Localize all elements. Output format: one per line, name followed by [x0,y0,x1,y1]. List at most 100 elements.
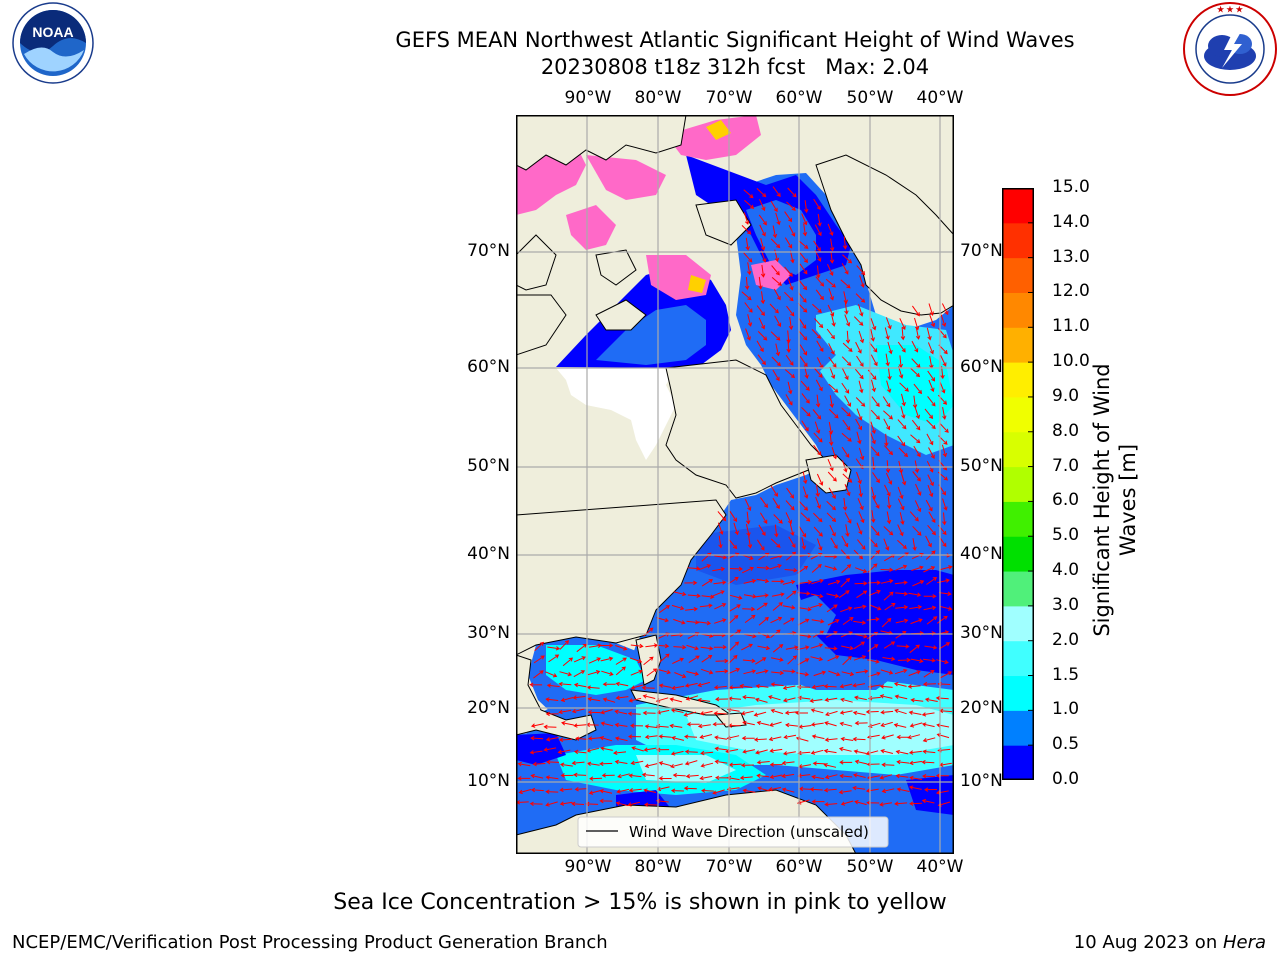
wind-wave-arrow [644,763,658,768]
labrador-coast [665,359,827,499]
wind-wave-arrow [699,603,713,608]
wind-wave-arrow [880,749,894,754]
wind-wave-arrow [810,749,824,755]
wind-wave-arrow [575,736,589,741]
mexico-central-america [516,654,597,741]
wind-wave-arrow [798,634,812,639]
wind-wave-arrow [897,419,907,430]
wind-wave-arrow [746,511,751,525]
wind-wave-arrow [908,710,922,715]
wind-wave-arrow [912,580,925,587]
wind-wave-arrow [858,304,864,317]
wind-wave-arrow [768,736,782,742]
wind-wave-arrow [844,512,852,524]
wind-wave-arrow [842,236,848,250]
wind-wave-arrow [924,645,938,650]
wind-wave-arrow [871,486,877,500]
wind-wave-arrow [871,510,876,524]
wind-wave-arrow [884,484,891,497]
wind-wave-arrow [558,709,572,715]
wind-wave-arrow [701,594,715,599]
wind-wave-arrow [813,670,827,677]
wind-wave-arrow [869,604,882,611]
wind-wave-arrow [585,801,599,807]
wind-wave-arrow [674,672,687,679]
wind-wave-arrow [859,275,865,288]
wind-wave-arrow [879,684,893,689]
wind-wave-arrow [799,344,807,356]
wind-wave-arrow [845,524,850,538]
wind-wave-arrow [936,723,950,728]
wind-wave-arrow [775,212,781,226]
wind-wave-arrow [742,749,756,754]
colorbar-band [1002,466,1034,502]
wind-wave-arrow [768,787,782,792]
lat-label-right-20n: 20°N [960,698,1003,718]
wind-wave-arrow [853,316,864,326]
wind-wave-arrow [559,801,573,806]
wind-wave-arrow [856,431,862,445]
wind-wave-arrow [772,369,780,382]
wind-wave-arrow [853,749,867,754]
wind-wave-arrow [870,409,881,420]
wind-wave-arrow [756,539,765,551]
wind-wave-arrow [773,514,783,524]
wind-wave-arrow [852,785,866,791]
lat-label-left-30n: 30°N [467,623,510,643]
colorbar-tick-label: 11.0 [1052,316,1090,337]
wind-wave-arrow [587,697,601,702]
wind-wave-arrow [600,643,614,648]
wind-wave-arrow [699,710,713,716]
wind-wave-arrow [927,484,934,498]
colorbar-band [1002,536,1034,572]
wind-wave-arrow [743,669,757,675]
wind-wave-arrow [529,682,543,688]
wind-wave-arrow [866,659,880,664]
wind-wave-arrow [589,776,603,781]
wind-wave-arrow [900,406,906,419]
wind-wave-arrow [628,734,642,739]
wind-wave-arrow [895,773,909,779]
wind-wave-arrow [601,773,615,778]
wind-wave-arrow [941,303,949,316]
wind-wave-arrow [558,681,572,687]
wind-wave-arrow [900,473,907,486]
wind-wave-arrow [747,262,752,276]
wind-wave-arrow [659,605,670,614]
wind-wave-arrow [741,291,752,301]
wind-wave-arrow [802,223,808,237]
wind-wave-arrow [882,656,896,662]
wind-wave-arrow [826,512,837,522]
wind-wave-arrow [910,618,923,625]
wind-wave-arrow [770,200,778,213]
wind-wave-arrow [547,646,561,651]
wind-wave-arrow [911,565,924,571]
colorbar-band [1002,605,1034,642]
wind-wave-arrow [815,484,820,498]
newfoundland [805,454,852,494]
wind-wave-arrow [700,646,714,651]
colorbar-tick-label: 15.0 [1052,177,1090,197]
colorbar-band [1002,188,1034,224]
wind-wave-arrow [684,682,698,688]
wind-wave-arrow [771,592,785,597]
wind-wave-arrow [643,627,654,637]
wind-wave-arrow [769,774,783,779]
wind-wave-arrow [744,498,752,511]
wind-wave-arrow [587,670,601,676]
wind-wave-arrow [686,620,700,625]
wind-wave-arrow [573,772,587,778]
wind-wave-arrow [772,644,784,653]
wind-wave-arrow [935,695,949,701]
wind-wave-arrow [795,710,809,716]
wind-wave-arrow [755,669,769,674]
wind-wave-arrow [816,538,823,551]
wind-wave-arrow [571,760,585,766]
wind-wave-arrow [786,487,795,499]
wind-wave-arrow [685,773,699,779]
wind-wave-arrow [756,602,768,611]
wind-wave-arrow [907,734,921,740]
wind-wave-arrow [617,773,630,779]
wind-wave-arrow [811,684,825,690]
wind-wave-arrow [530,787,544,793]
